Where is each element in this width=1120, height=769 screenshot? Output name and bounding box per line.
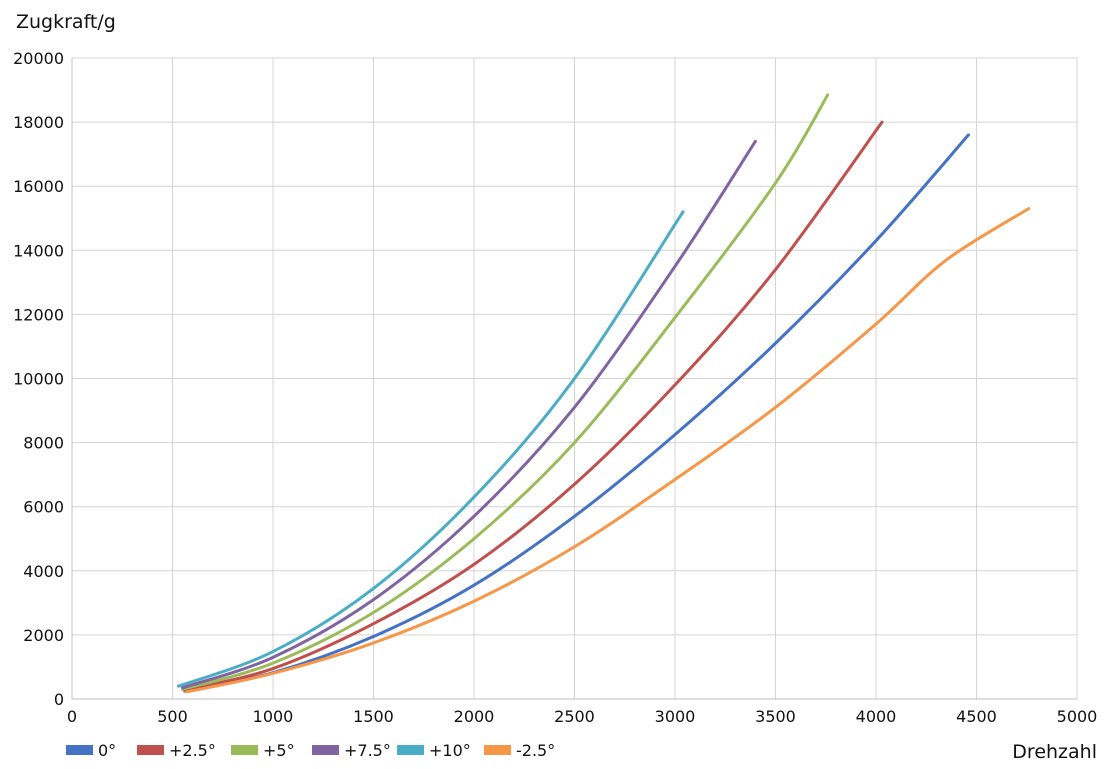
- x-tick-labels: 0 500 1000 1500 2000 2500 3000 3500 4000 4500 5000: [67, 707, 1097, 726]
- y-tick-label: 4000: [23, 562, 64, 581]
- legend-label-1: +2.5°: [169, 741, 216, 760]
- x-tick-label: 1000: [253, 707, 294, 726]
- legend-swatch-0: [66, 745, 93, 755]
- x-tick-label: 500: [157, 707, 188, 726]
- y-tick-label: 14000: [13, 241, 64, 260]
- x-tick-label: 2000: [454, 707, 495, 726]
- legend-label-2: +5°: [263, 741, 295, 760]
- legend: 0° +2.5° +5° +7.5° +10° -2.5°: [66, 741, 555, 760]
- series-line-3: [181, 139, 757, 690]
- axes: [71, 58, 1077, 700]
- y-tick-label: 12000: [13, 305, 64, 324]
- x-tick-label: 1500: [353, 707, 394, 726]
- legend-swatch-1: [137, 745, 164, 755]
- legend-swatch-3: [312, 745, 339, 755]
- y-tick-label: 20000: [13, 49, 64, 68]
- x-tick-label: 3000: [655, 707, 696, 726]
- legend-swatch-5: [484, 745, 511, 755]
- series-line-0: [183, 133, 970, 693]
- y-tick-label: 2000: [23, 626, 64, 645]
- y-axis-title: Zugkraft/g: [16, 11, 116, 33]
- x-axis-title: Drehzahl: [1012, 741, 1097, 763]
- legend-label-5: -2.5°: [516, 741, 555, 760]
- series-line-1: [183, 120, 884, 692]
- legend-swatch-4: [397, 745, 424, 755]
- series-lines: [177, 93, 1031, 694]
- legend-label-3: +7.5°: [344, 741, 391, 760]
- y-tick-label: 18000: [13, 113, 64, 132]
- legend-label-0: 0°: [98, 741, 116, 760]
- y-tick-label: 6000: [23, 498, 64, 517]
- series-line-4: [177, 210, 685, 688]
- x-tick-label: 5000: [1057, 707, 1098, 726]
- x-tick-label: 2500: [554, 707, 595, 726]
- legend-swatch-2: [231, 745, 258, 755]
- y-tick-label: 8000: [23, 434, 64, 453]
- y-tick-label: 16000: [13, 177, 64, 196]
- series-line-2: [181, 93, 830, 691]
- y-tick-label: 10000: [13, 370, 64, 389]
- x-tick-label: 4500: [956, 707, 997, 726]
- x-tick-label: 0: [67, 707, 77, 726]
- y-tick-label: 0: [54, 690, 64, 709]
- legend-label-4: +10°: [429, 741, 471, 760]
- series-line-5: [185, 207, 1031, 694]
- x-tick-label: 3500: [755, 707, 796, 726]
- y-tick-labels: 0 2000 4000 6000 8000 10000 12000 14000 16000 180…: [13, 49, 64, 709]
- x-tick-label: 4000: [856, 707, 897, 726]
